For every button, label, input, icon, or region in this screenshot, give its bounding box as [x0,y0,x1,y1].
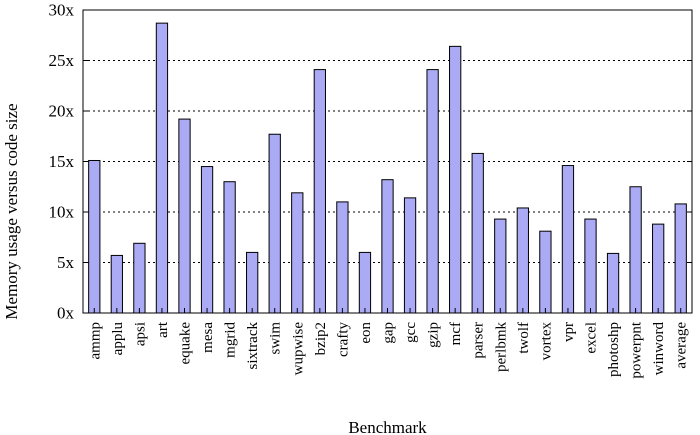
bar-bzip2 [313,69,326,314]
bar-powerpnt [629,186,642,314]
x-tick-label: average [674,322,690,369]
x-tick-label: twolf [516,322,532,354]
x-tick-label: gap [381,322,397,344]
x-tick-label: applu [110,322,126,356]
bar-excel [584,218,597,314]
bar-art [155,22,169,314]
bar-vortex [539,230,552,314]
bar-mcf [449,45,462,314]
bar-mgrid [223,181,236,314]
x-tick-label: mgrid [223,322,239,358]
bar-average [674,203,687,314]
bar-wupwise [291,192,304,314]
x-tick-label: powerpnt [629,321,645,378]
bar-gzip [426,69,439,314]
x-tick-label: winword [651,322,667,376]
bar-swim [268,133,281,314]
x-axis-label: Benchmark [348,418,427,435]
x-tick-label: mesa [200,322,216,353]
x-tick-label: mcf [448,322,464,345]
y-tick-label: 0x [57,304,75,323]
x-tick-label: crafty [335,322,351,357]
bar-crafty [336,201,349,314]
bar-sixtrack [246,251,259,314]
x-axis-ticks: ammp applu apsi art equake mesa mgrid sixtrack s… [87,308,690,379]
x-tick-label: vortex [538,322,554,361]
x-tick-label: parser [471,322,487,359]
x-tick-label: gcc [403,322,419,343]
y-axis-ticks: 0x 5x 10x 15x 20x 25x 30x [49,1,692,323]
bars-group [88,22,687,314]
bar-gcc [403,197,417,314]
x-tick-label: wupwise [290,322,306,376]
x-tick-label: equake [178,322,194,365]
bar-mesa [200,166,214,314]
bar-equake [178,118,191,314]
x-tick-label: eon [358,322,374,344]
x-tick-label: vpr [561,322,577,342]
x-tick-label: apsi [132,322,148,346]
bar-photoshp [606,252,620,314]
bar-twolf [516,207,529,314]
x-tick-label: swim [268,322,284,355]
bar-winword [652,223,665,314]
x-tick-label: perlbmk [493,322,509,372]
x-tick-label: excel [584,322,600,354]
y-axis-label: Memory usage versus code size [2,103,21,319]
bar-eon [358,251,372,314]
y-tick-label: 20x [49,102,75,121]
x-tick-label: gzip [426,322,442,348]
x-tick-label: art [155,321,171,338]
y-tick-label: 5x [57,253,75,272]
x-tick-label: photoshp [606,322,622,377]
bar-applu [110,254,123,314]
bar-vpr [561,165,575,314]
bar-gap [381,179,394,314]
x-tick-label: sixtrack [245,322,261,370]
bar-ammp [88,159,101,314]
y-tick-label: 15x [49,152,75,171]
y-tick-label: 30x [49,1,75,20]
y-tick-label: 10x [49,203,75,222]
x-tick-label: bzip2 [313,322,329,355]
bar-apsi [133,242,146,314]
bar-perlbmk [494,218,507,314]
bar-parser [471,152,484,314]
y-tick-label: 25x [49,51,75,70]
x-tick-label: ammp [87,322,103,360]
